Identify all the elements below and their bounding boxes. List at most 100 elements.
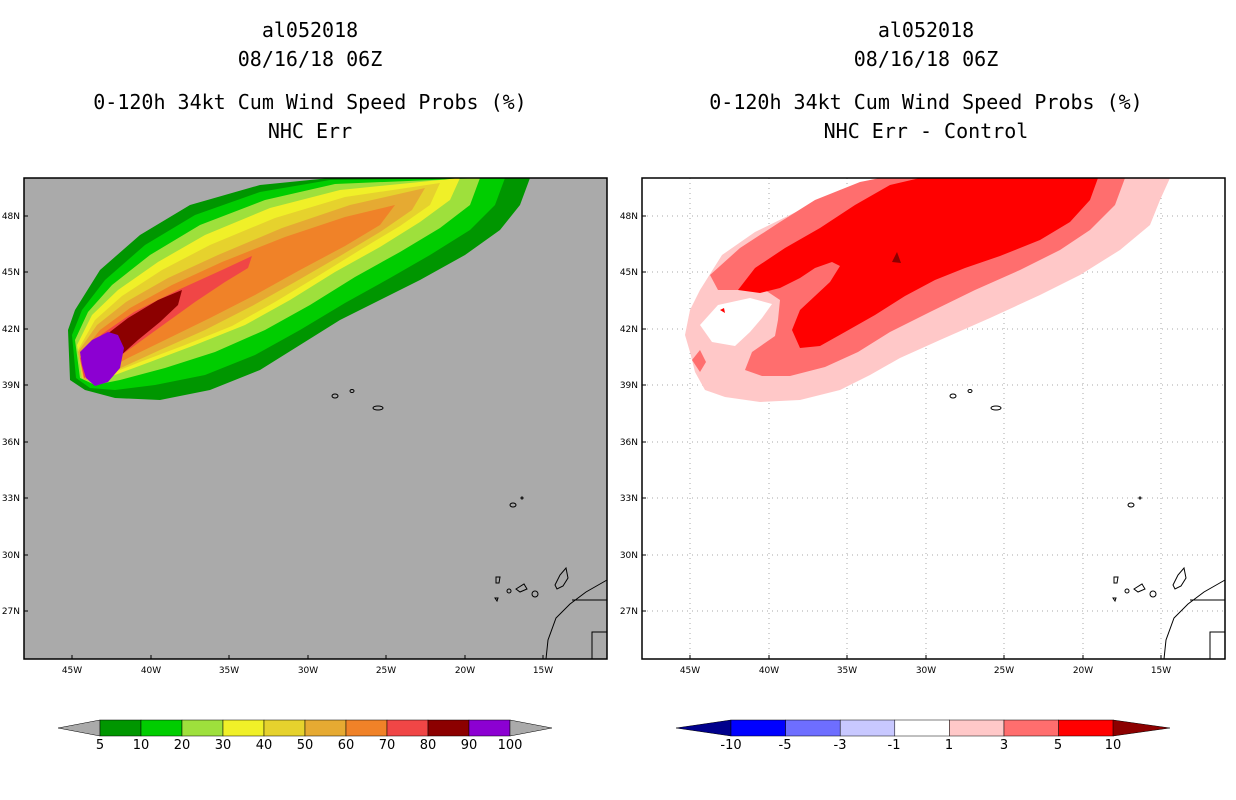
right-lon-label: 15W xyxy=(1151,666,1171,676)
right-lon-label: 40W xyxy=(759,666,779,676)
right-lat-tick: 42N xyxy=(620,325,646,335)
left-colorbar-box xyxy=(345,719,388,737)
left-colorbar-box xyxy=(222,719,265,737)
left-colorbar-boxes xyxy=(99,719,511,737)
left-colorbar-label: 70 xyxy=(379,738,396,753)
left-lat-tick: 30N xyxy=(2,551,28,561)
right-colorbar-box xyxy=(730,719,786,737)
right-lat-tick: 36N xyxy=(620,438,646,448)
right-subtitle: NHC Err - Control xyxy=(823,119,1029,143)
left-coastlines xyxy=(331,389,608,660)
contour-diff-3-dot xyxy=(692,350,706,372)
left-lon-label: 30W xyxy=(298,666,318,676)
left-lon-tick: 20W xyxy=(455,655,475,676)
right-colorbar-label: -5 xyxy=(779,738,792,753)
left-colorbar-box xyxy=(304,719,347,737)
left-colorbar-label: 100 xyxy=(498,738,523,753)
right-lat-label: 36N xyxy=(620,438,638,448)
left-lon-label: 15W xyxy=(533,666,553,676)
right-lat-ticks: 48N 45N 42N 39N 36N 33N 30N 27N xyxy=(620,212,646,617)
contour-diff-1-hole xyxy=(700,298,772,346)
left-lat-tick: 33N xyxy=(2,494,28,504)
left-lat-label: 48N xyxy=(2,212,20,222)
right-lat-tick: 27N xyxy=(620,607,646,617)
right-lon-tick: 20W xyxy=(1073,655,1093,676)
left-lon-label: 20W xyxy=(455,666,475,676)
right-lat-tick: 30N xyxy=(620,551,646,561)
contour-90pct xyxy=(80,332,124,386)
right-lon-label: 30W xyxy=(916,666,936,676)
right-lat-label: 30N xyxy=(620,551,638,561)
left-subtitle: NHC Err xyxy=(267,119,353,143)
right-colorbar-labels: -10 -5 -3 -1 1 3 5 10 xyxy=(720,738,1121,753)
right-lat-label: 39N xyxy=(620,381,638,391)
contour-diff-5 xyxy=(738,178,1098,348)
right-lon-label: 35W xyxy=(837,666,857,676)
left-lon-tick: 30W xyxy=(298,655,318,676)
left-lon-label: 25W xyxy=(376,666,396,676)
left-colorbar-box xyxy=(181,719,224,737)
left-product: 0-120h 34kt Cum Wind Speed Probs (%) xyxy=(93,90,527,114)
left-lat-label: 45N xyxy=(2,268,20,278)
left-colorbar-box xyxy=(140,719,183,737)
right-lat-tick: 45N xyxy=(620,268,646,278)
right-colorbar-box xyxy=(1003,719,1059,737)
left-lat-tick: 27N xyxy=(2,607,28,617)
right-colorbar-label: 5 xyxy=(1054,738,1062,753)
right-colorbar-box xyxy=(785,719,841,737)
right-colorbar-label: 3 xyxy=(1000,738,1008,753)
right-colorbar-label: -10 xyxy=(720,738,741,753)
right-lat-label: 27N xyxy=(620,607,638,617)
left-probability-contours xyxy=(68,178,530,400)
right-colorbar-box xyxy=(949,719,1005,737)
right-colorbar-box xyxy=(1058,719,1114,737)
left-colorbar-high-arrow xyxy=(509,719,553,737)
left-lat-tick: 42N xyxy=(2,325,28,335)
left-colorbar-low-arrow xyxy=(57,719,101,737)
right-lat-label: 45N xyxy=(620,268,638,278)
left-lat-label: 42N xyxy=(2,325,20,335)
contour-60pct xyxy=(80,205,395,378)
right-colorbar-label: 1 xyxy=(945,738,953,753)
left-colorbar-label: 50 xyxy=(297,738,314,753)
right-lat-tick: 39N xyxy=(620,381,646,391)
right-lon-tick: 45W xyxy=(680,655,700,676)
right-lat-tick: 33N xyxy=(620,494,646,504)
right-lon-tick: 40W xyxy=(759,655,779,676)
left-lat-tick: 39N xyxy=(2,381,28,391)
left-lat-label: 33N xyxy=(2,494,20,504)
left-lon-tick: 15W xyxy=(533,655,553,676)
right-colorbar-low-arrow xyxy=(675,719,732,737)
right-lon-label: 25W xyxy=(994,666,1014,676)
left-colorbar-label: 20 xyxy=(174,738,191,753)
left-lon-label: 45W xyxy=(62,666,82,676)
left-lon-tick: 25W xyxy=(376,655,396,676)
left-panel-title: al052018 08/16/18 06Z 0-120h 34kt Cum Wi… xyxy=(60,16,560,146)
left-lat-tick: 45N xyxy=(2,268,28,278)
left-lon-label: 40W xyxy=(141,666,161,676)
left-colorbar-box xyxy=(427,719,470,737)
left-colorbar-label: 90 xyxy=(461,738,478,753)
right-colorbar-label: 10 xyxy=(1105,738,1122,753)
right-lon-tick: 25W xyxy=(994,655,1014,676)
right-lat-label: 48N xyxy=(620,212,638,222)
left-lon-label: 35W xyxy=(219,666,239,676)
left-map-frame xyxy=(23,177,608,660)
right-colorbar-box xyxy=(894,719,950,737)
left-lon-tick: 35W xyxy=(219,655,239,676)
left-colorbar-label: 80 xyxy=(420,738,437,753)
left-lat-label: 27N xyxy=(2,607,20,617)
left-colorbar-label: 40 xyxy=(256,738,273,753)
left-lat-label: 36N xyxy=(2,438,20,448)
right-storm-id: al052018 xyxy=(877,18,975,42)
left-lat-label: 39N xyxy=(2,381,20,391)
left-lat-tick: 48N xyxy=(2,212,28,222)
right-panel-title: al052018 08/16/18 06Z 0-120h 34kt Cum Wi… xyxy=(676,16,1176,146)
left-storm-id: al052018 xyxy=(261,18,359,42)
right-lon-label: 45W xyxy=(680,666,700,676)
right-colorbar-label: -3 xyxy=(834,738,847,753)
left-lon-ticks: 45W 40W 35W 30W 25W 20W 15W xyxy=(62,655,553,676)
right-colorbar-high-arrow xyxy=(1112,719,1171,737)
right-colorbar-label: -1 xyxy=(888,738,901,753)
left-map: 48N 45N 42N 39N 36N 33N 30N 27N 45W 40W … xyxy=(2,177,608,676)
